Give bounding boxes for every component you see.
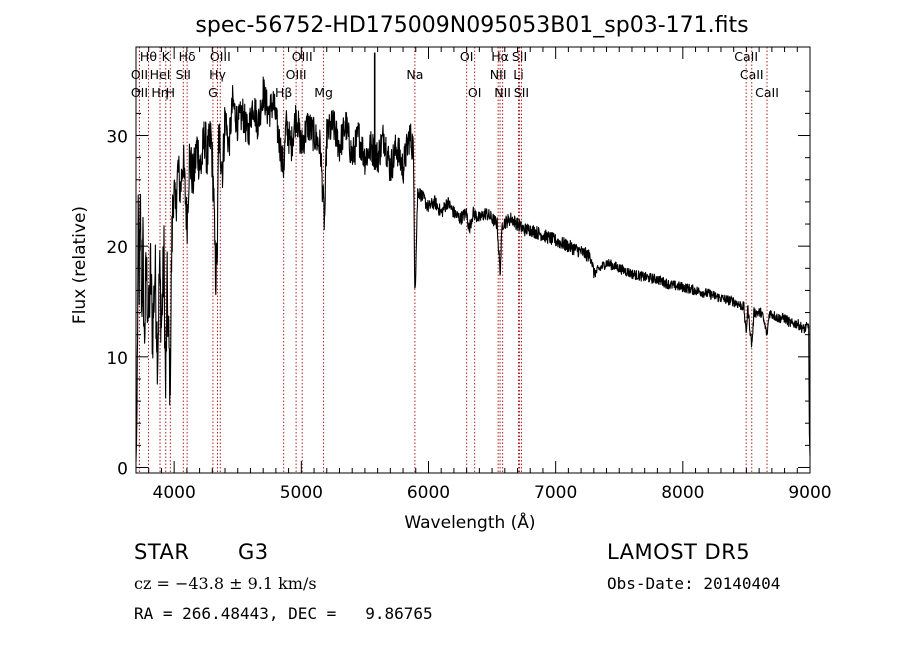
line-marker-label: Hβ <box>275 85 292 100</box>
line-marker-label: G <box>208 85 218 100</box>
y-tick-label: 20 <box>106 238 128 258</box>
y-tick-label: 0 <box>117 459 128 479</box>
line-marker-label: K <box>162 49 171 64</box>
line-marker-label: NII <box>490 67 507 82</box>
chart-title: spec-56752-HD175009N095053B01_sp03-171.f… <box>195 13 748 38</box>
plot-frame <box>135 46 811 474</box>
line-marker-label: Hα <box>491 49 509 64</box>
line-marker-label: Mg <box>314 85 333 100</box>
object-class: STAR <box>134 540 190 564</box>
line-marker-label: SII <box>176 67 191 82</box>
line-marker-label: CaII <box>734 49 758 64</box>
x-tick-label: 9000 <box>788 483 831 503</box>
x-tick-label: 7000 <box>534 483 577 503</box>
line-marker-label: OII <box>131 67 148 82</box>
x-tick-label: 5000 <box>280 483 323 503</box>
observation-date: Obs-Date: 20140404 <box>607 574 781 593</box>
line-marker-label: OIII <box>292 49 313 64</box>
line-marker-label: Li <box>513 67 523 82</box>
line-marker-label: SII <box>514 85 529 100</box>
x-axis-label: Wavelength (Å) <box>404 511 535 533</box>
x-tick-label: 6000 <box>407 483 450 503</box>
line-marker-label: OI <box>468 85 482 100</box>
line-marker-label: HeI <box>150 67 171 82</box>
line-marker-label: CaII <box>740 67 764 82</box>
object-subclass: G3 <box>238 540 269 564</box>
y-tick-label: 30 <box>106 128 128 148</box>
line-marker-label: OIII <box>286 67 307 82</box>
line-marker-label: OIII <box>210 49 231 64</box>
coordinates: RA = 266.48443, DEC = 9.86765 <box>134 604 433 623</box>
y-axis-label: Flux (relative) <box>70 206 90 324</box>
line-marker-label: Hθ <box>140 49 157 64</box>
survey-name: LAMOST DR5 <box>607 540 751 564</box>
x-tick-label: 4000 <box>153 483 196 503</box>
spectrum-line <box>135 76 811 462</box>
line-marker-label: SII <box>512 49 527 64</box>
y-tick-label: 10 <box>106 349 128 369</box>
line-marker-label: H <box>166 85 175 100</box>
line-marker-label: Na <box>406 67 423 82</box>
line-marker-label: OI <box>460 49 474 64</box>
x-tick-label: 8000 <box>661 483 704 503</box>
redshift-velocity: cz = −43.8 ± 9.1 km/s <box>134 574 317 593</box>
line-marker-label: Hγ <box>209 67 226 82</box>
line-marker-label: NII <box>494 85 511 100</box>
line-marker-label: OII <box>131 85 148 100</box>
line-marker-label: CaII <box>755 85 779 100</box>
line-marker-label: Hδ <box>179 49 196 64</box>
axis-ticks: 4000 5000 6000 7000 8000 9000 0 10 20 30 <box>106 47 832 503</box>
